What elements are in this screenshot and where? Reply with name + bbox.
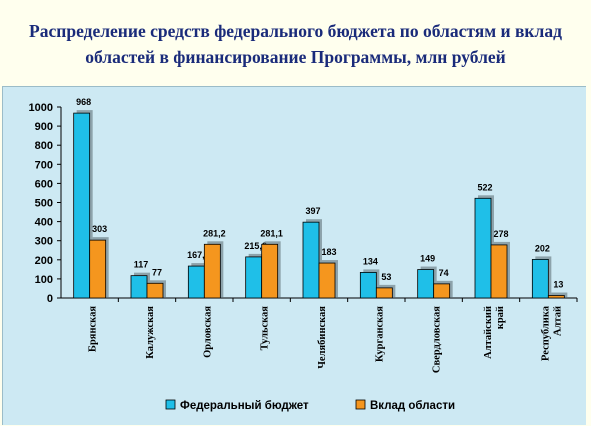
bar-federal-budget (130, 275, 148, 299)
bar-region-contribution (490, 244, 508, 299)
y-tick-label: 100 (35, 274, 53, 286)
bar-federal-budget (302, 221, 320, 299)
bar-federal-budget (417, 269, 435, 299)
category-label: Свердловская (432, 306, 443, 373)
category-label-line: Тульская (260, 306, 271, 351)
data-label: 215,2 (244, 241, 267, 251)
slide-title-line-2: областей в финансирование Программы, млн… (85, 47, 506, 67)
category-label-line: Курганская (374, 306, 385, 362)
category-label: Тульская (260, 306, 271, 351)
bar-region-contribution (375, 287, 393, 299)
category-label-line: Алтай (552, 306, 563, 336)
category-label: Челябинская (317, 306, 328, 369)
bar-federal-budget (531, 259, 549, 299)
category-label-line: Республика (540, 305, 551, 361)
y-tick-label: 300 (35, 236, 53, 248)
bar-federal-budget (245, 256, 263, 299)
y-tick-label: 800 (35, 140, 53, 152)
category-label: Курганская (374, 306, 385, 362)
bar-federal-budget (359, 272, 377, 299)
category-label-line: Свердловская (432, 306, 443, 373)
data-label: 303 (92, 224, 107, 234)
y-tick-label: 900 (35, 121, 53, 133)
category-label: Орловская (202, 306, 213, 358)
y-tick-label: 600 (35, 178, 53, 190)
data-label: 397 (305, 206, 320, 216)
data-label: 281,1 (260, 228, 283, 238)
data-label: 281,2 (203, 228, 226, 238)
bar-region-contribution (547, 295, 565, 299)
bar-region-contribution (146, 282, 164, 299)
bar-federal-budget (187, 265, 205, 299)
data-label: 278 (493, 229, 508, 239)
data-label: 149 (420, 254, 435, 264)
bar-region-contribution (89, 239, 107, 299)
data-label: 522 (477, 182, 492, 192)
bar-federal-budget (73, 112, 91, 299)
bar-region-contribution (318, 262, 336, 299)
data-label: 77 (152, 267, 162, 277)
data-label: 202 (535, 243, 550, 253)
legend-label: Вклад области (370, 400, 455, 412)
category-label: Брянская (88, 306, 99, 352)
category-label: Калужская (145, 306, 156, 359)
category-label-line: край (495, 306, 506, 329)
bar-chart: 0 100 200 300 400 500 600 700 800 900 1000 968 303 Бр… (29, 97, 578, 412)
slide-title-line-1: Распределение средств федерального бюдже… (29, 21, 562, 41)
y-tick-label: 0 (47, 293, 53, 305)
bar-region-contribution (261, 243, 279, 299)
data-label: 183 (321, 247, 336, 257)
data-label: 74 (439, 268, 449, 278)
y-tick-label: 500 (35, 198, 53, 210)
bar-region-contribution (433, 283, 451, 299)
data-label: 968 (76, 97, 91, 107)
data-label: 134 (363, 256, 378, 266)
y-tick-label: 1000 (29, 102, 53, 114)
slide-title: Распределение средств федерального бюдже… (0, 18, 591, 70)
legend: Федеральный бюджет Вклад области (165, 399, 455, 412)
legend-swatch-region-contribution (355, 399, 366, 410)
y-tick-label: 400 (35, 217, 53, 229)
bar-region-contribution (203, 243, 221, 299)
data-label: 167,2 (187, 250, 210, 260)
data-label: 53 (381, 272, 391, 282)
y-tick-label: 200 (35, 255, 53, 267)
data-label: 13 (553, 280, 563, 290)
data-label: 117 (134, 260, 149, 270)
category-label-line: Челябинская (317, 306, 328, 369)
category-label-line: Калужская (145, 306, 156, 359)
legend-label: Федеральный бюджет (180, 400, 309, 412)
category-label-line: Брянская (88, 306, 99, 352)
category-label-line: Алтайский (483, 306, 494, 359)
category-label: Республика Алтай (540, 305, 563, 361)
y-tick-label: 700 (35, 159, 53, 171)
category-label: Алтайский край (483, 306, 506, 359)
category-label-line: Орловская (202, 306, 213, 358)
bar-federal-budget (474, 197, 492, 299)
chart-area: 0 100 200 300 400 500 600 700 800 900 1000 968 303 Бр… (2, 86, 586, 425)
legend-swatch-federal-budget (165, 399, 176, 410)
